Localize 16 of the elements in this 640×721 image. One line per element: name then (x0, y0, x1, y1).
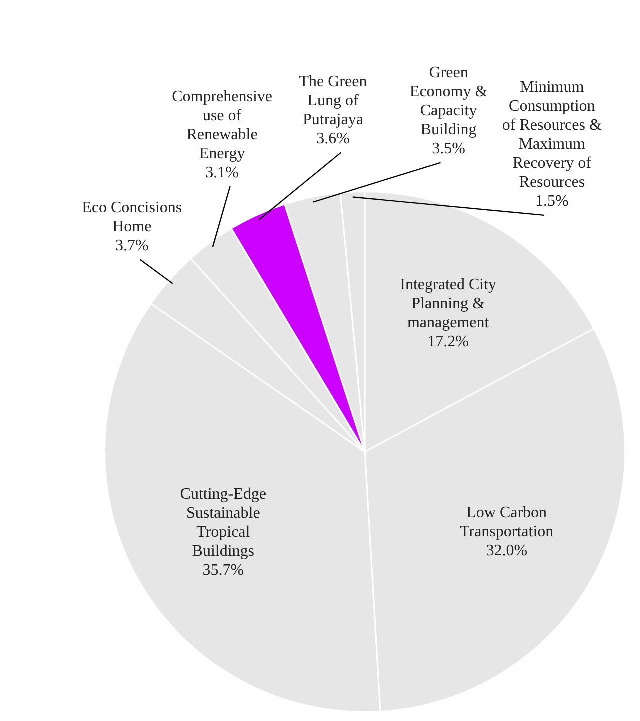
slice-label: Low Carbon Transportation (460, 504, 554, 540)
slice-label: Minimum Consumption of Resources & Maximum Recovery of Resources (502, 79, 602, 192)
data-label: 1.5% (535, 193, 569, 210)
slice-label: Comprehensive use of Renewable Energy (172, 88, 272, 162)
data-label: 17.2% (428, 333, 470, 350)
data-label: 32.0% (486, 542, 528, 560)
data-label: 3.5% (432, 140, 466, 158)
slice-label: The Green Lung of Putrajaya (299, 73, 368, 128)
data-label: 3.7% (115, 237, 149, 254)
slice-label: Integrated City Planning & management (400, 276, 497, 332)
slice-label: Eco Concisions Home (82, 199, 182, 236)
data-label: 35.7% (202, 562, 244, 579)
slice-label: Green Economy & Capacity Building (410, 64, 488, 138)
data-label: 3.6% (316, 130, 350, 148)
data-label: 3.1% (206, 164, 239, 182)
slice-label: Cutting-Edge Sustainable Tropical Buildings (180, 486, 267, 560)
